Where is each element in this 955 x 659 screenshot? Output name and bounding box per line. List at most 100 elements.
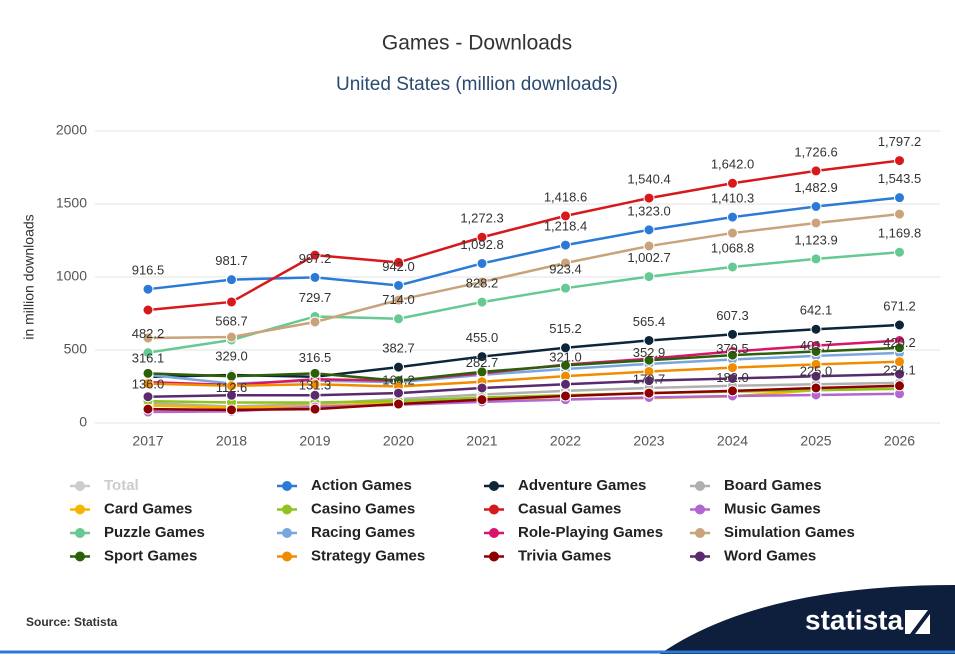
point <box>643 224 655 236</box>
data-label: 234.1 <box>883 362 916 377</box>
data-label: 379.5 <box>716 341 749 356</box>
data-label: 182.0 <box>716 370 749 385</box>
point <box>393 294 404 306</box>
point <box>142 347 154 359</box>
data-label: 321.0 <box>549 350 582 365</box>
data-label: 455.0 <box>466 330 499 345</box>
y-axis-label: in million downloads <box>21 214 37 339</box>
x-tick-label: 2020 <box>383 433 414 449</box>
legend-label: Role-Playing Games <box>518 524 663 541</box>
series-line <box>147 372 900 398</box>
point <box>894 246 905 258</box>
legend-label: Word Games <box>724 547 816 564</box>
point <box>894 208 905 220</box>
legend-marker <box>282 481 292 491</box>
data-label: 316.5 <box>299 350 332 365</box>
point <box>643 192 655 204</box>
point <box>727 385 738 397</box>
series-line <box>147 381 900 408</box>
point <box>226 274 237 286</box>
data-label: 828.2 <box>466 276 499 291</box>
data-label: 1,418.6 <box>544 189 587 204</box>
legend-marker <box>489 481 499 491</box>
point <box>309 403 321 415</box>
point <box>142 403 154 415</box>
point <box>393 398 404 410</box>
data-label: 916.5 <box>132 263 165 278</box>
point <box>226 389 237 401</box>
data-label: 729.7 <box>299 290 332 305</box>
data-label: 164.2 <box>382 372 415 387</box>
point <box>810 370 822 382</box>
point <box>476 276 488 288</box>
legend-label: Card Games <box>104 500 192 517</box>
x-tick-label: 2022 <box>550 433 581 449</box>
point <box>643 271 655 283</box>
point <box>309 316 321 328</box>
point <box>894 155 905 167</box>
data-label: 225.0 <box>800 364 833 379</box>
point <box>894 368 905 380</box>
data-label: 997.2 <box>299 251 332 266</box>
data-label: 1,726.6 <box>794 144 837 159</box>
legend-marker <box>75 551 85 562</box>
point <box>393 256 404 268</box>
point <box>226 404 237 416</box>
data-label: 1,218.4 <box>544 219 587 234</box>
point <box>894 380 905 392</box>
data-label: 1,323.0 <box>627 203 670 218</box>
point <box>393 279 404 291</box>
x-tick-label: 2021 <box>466 433 497 449</box>
point <box>894 356 905 368</box>
series-line <box>147 346 900 382</box>
x-tick-label: 2025 <box>800 433 831 449</box>
point <box>727 211 738 223</box>
data-label: 1,092.8 <box>460 237 503 252</box>
point <box>560 359 571 371</box>
legend-marker <box>282 528 292 538</box>
data-label: 1,169.8 <box>878 226 921 241</box>
point <box>309 271 321 283</box>
point <box>727 227 738 239</box>
data-label: 1,543.5 <box>878 171 921 186</box>
data-label: 329.0 <box>215 348 248 363</box>
point <box>226 296 237 308</box>
legend-label: Adventure Games <box>518 477 646 494</box>
point <box>393 361 404 373</box>
point <box>560 257 571 269</box>
point <box>560 390 571 402</box>
point <box>476 257 488 269</box>
x-tick-label: 2017 <box>132 433 163 449</box>
y-tick-label: 500 <box>64 341 88 357</box>
data-label: 565.4 <box>633 314 666 329</box>
data-label: 1,410.3 <box>711 191 754 206</box>
data-label: 923.4 <box>549 262 582 277</box>
point <box>560 378 571 390</box>
point <box>810 323 822 335</box>
chart-title: Games - Downloads <box>382 32 572 55</box>
data-label: 112.6 <box>216 380 248 395</box>
series-line <box>147 360 900 388</box>
point <box>476 231 488 243</box>
point <box>727 328 738 340</box>
point <box>643 387 655 399</box>
legend-label: Casino Games <box>311 500 415 517</box>
data-label: 1,002.7 <box>627 250 670 265</box>
point <box>142 378 154 390</box>
logo-icon <box>905 610 930 634</box>
point <box>727 177 738 189</box>
point <box>727 349 738 361</box>
point <box>142 332 154 344</box>
point <box>643 375 655 387</box>
legend-marker <box>75 528 85 538</box>
point <box>560 239 571 251</box>
data-label: 170.7 <box>633 372 666 387</box>
legend-marker <box>489 504 499 515</box>
point <box>727 362 738 374</box>
legend-marker <box>695 481 705 491</box>
data-label: 642.1 <box>800 303 833 318</box>
point <box>142 391 154 403</box>
data-label: 382.7 <box>382 341 415 356</box>
